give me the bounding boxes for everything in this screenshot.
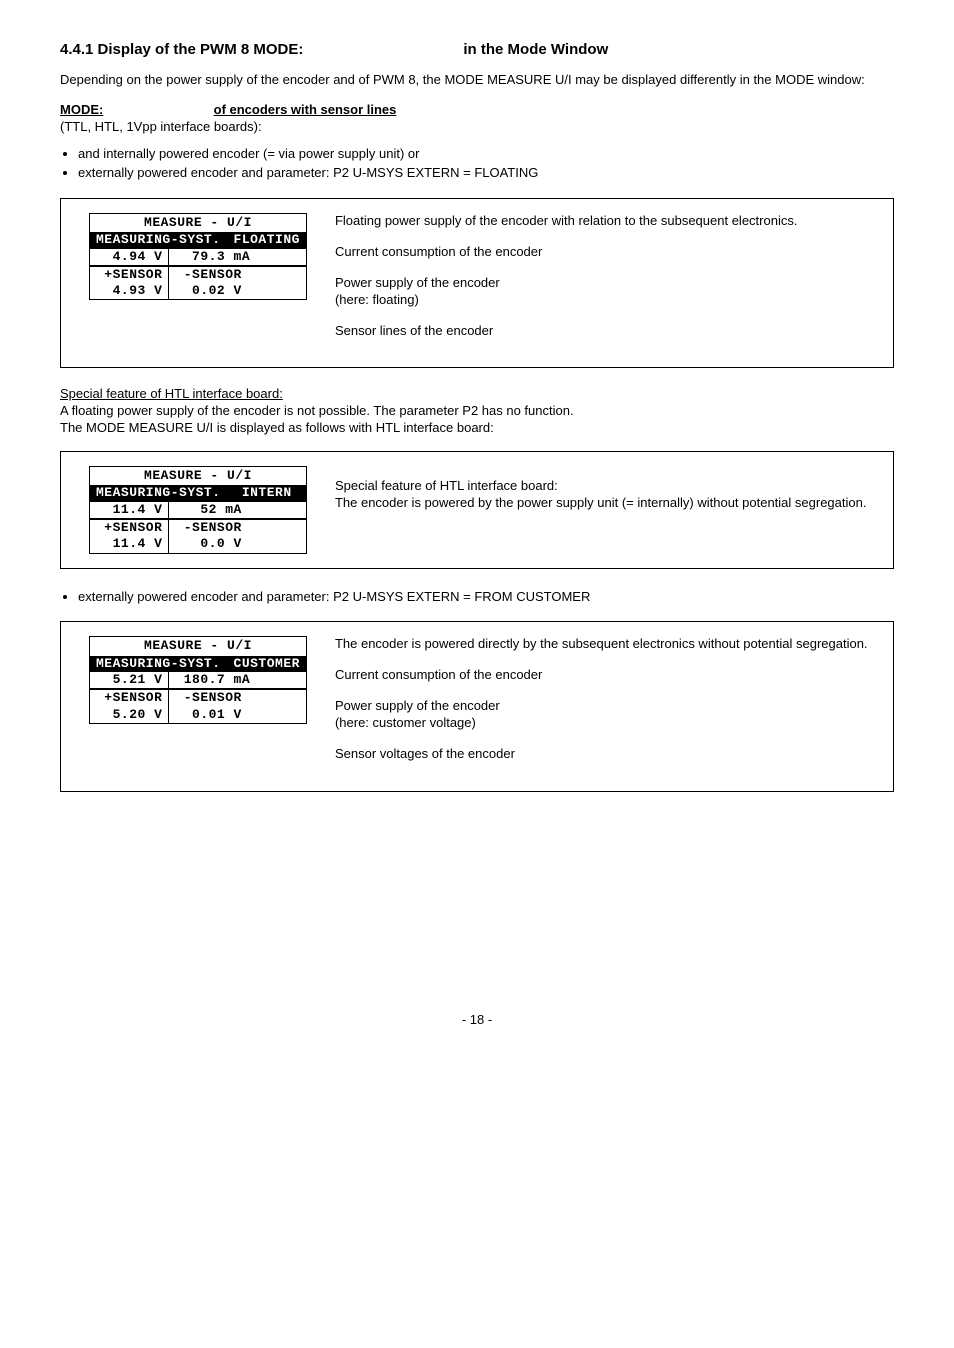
lcd-cell: 11.4 V [90, 536, 168, 552]
ttl-line: (TTL, HTL, 1Vpp interface boards): [60, 119, 894, 136]
lcd-cell: +SENSOR [90, 520, 168, 536]
lcd-cell: 0.0 V [168, 536, 247, 552]
lcd-cell: -SENSOR [168, 520, 247, 536]
lcd-cell: +SENSOR [90, 267, 168, 283]
lcd-display-2: MEASURE - U/I MEASURING-SYST. INTERN 11.… [89, 466, 307, 553]
lcd-title: MEASURE - U/I [138, 638, 258, 654]
section-heading: 4.4.1 Display of the PWM 8 MODE: in the … [60, 40, 894, 60]
lcd-cell: MEASURING-SYST. [90, 232, 227, 248]
heading-left: 4.4.1 Display of the PWM 8 MODE: [60, 40, 303, 60]
bullet-list-2: externally powered encoder and parameter… [60, 589, 894, 606]
bullet-list-1: and internally powered encoder (= via po… [60, 146, 894, 182]
lcd-cell: 5.21 V [90, 672, 168, 688]
lcd-cell: MEASURING-SYST. [90, 656, 227, 672]
annotation-list-1: Floating power supply of the encoder wit… [335, 213, 877, 353]
lcd-cell: 11.4 V [90, 502, 168, 518]
lcd-cell: 180.7 mA [168, 672, 256, 688]
special-heading: Special feature of HTL interface board: [60, 386, 894, 403]
annotation-list-3: The encoder is powered directly by the s… [335, 636, 877, 776]
lcd-cell: 52 mA [168, 502, 247, 518]
special-heading-text: Special feature of HTL interface board: [60, 386, 283, 401]
special-body-line: The MODE MEASURE U/I is displayed as fol… [60, 420, 894, 437]
lcd-cell: MEASURING-SYST. [90, 485, 227, 501]
diagram-box-3: MEASURE - U/I MEASURING-SYST.CUSTOMER 5.… [60, 621, 894, 791]
annotation: The encoder is powered directly by the s… [335, 636, 877, 653]
lcd-cell: 79.3 mA [168, 249, 256, 265]
bullet-item: externally powered encoder and parameter… [78, 589, 894, 606]
lcd-cell: CUSTOMER [227, 656, 306, 672]
special-body-line: A floating power supply of the encoder i… [60, 403, 894, 420]
annotation: Current consumption of the encoder [335, 667, 877, 684]
lcd-title: MEASURE - U/I [138, 468, 258, 484]
lcd-cell: 5.20 V [90, 707, 168, 723]
diagram-box-1: MEASURE - U/I MEASURING-SYST.FLOATING 4.… [60, 198, 894, 368]
diagram-box-2: MEASURE - U/I MEASURING-SYST. INTERN 11.… [60, 451, 894, 568]
bullet-item: externally powered encoder and parameter… [78, 165, 894, 182]
annotation-list-2: Special feature of HTL interface board: … [335, 466, 877, 526]
mode-rest: of encoders with sensor lines [214, 102, 397, 117]
lcd-cell: +SENSOR [90, 690, 168, 706]
lcd-title: MEASURE - U/I [138, 215, 258, 231]
mode-line: MODE: of encoders with sensor lines [60, 102, 894, 119]
annotation: Floating power supply of the encoder wit… [335, 213, 877, 230]
lcd-cell: FLOATING [227, 232, 306, 248]
heading-right: in the Mode Window [463, 40, 608, 60]
lcd-cell: 4.94 V [90, 249, 168, 265]
annotation: Power supply of the encoder (here: float… [335, 275, 877, 309]
lcd-cell: 0.01 V [168, 707, 247, 723]
annotation: Sensor voltages of the encoder [335, 746, 877, 763]
lcd-display-3: MEASURE - U/I MEASURING-SYST.CUSTOMER 5.… [89, 636, 307, 723]
annotation: Special feature of HTL interface board: … [335, 478, 877, 512]
lcd-cell: INTERN [227, 485, 306, 501]
lcd-cell: 4.93 V [90, 283, 168, 299]
lcd-display-1: MEASURE - U/I MEASURING-SYST.FLOATING 4.… [89, 213, 307, 300]
page-number: - 18 - [60, 1012, 894, 1029]
lcd-cell: -SENSOR [168, 267, 247, 283]
intro-text: Depending on the power supply of the enc… [60, 72, 894, 89]
lcd-cell: -SENSOR [168, 690, 247, 706]
annotation: Current consumption of the encoder [335, 244, 877, 261]
bullet-item: and internally powered encoder (= via po… [78, 146, 894, 163]
mode-label: MODE: [60, 102, 120, 119]
annotation: Sensor lines of the encoder [335, 323, 877, 340]
annotation: Power supply of the encoder (here: custo… [335, 698, 877, 732]
lcd-cell: 0.02 V [168, 283, 247, 299]
